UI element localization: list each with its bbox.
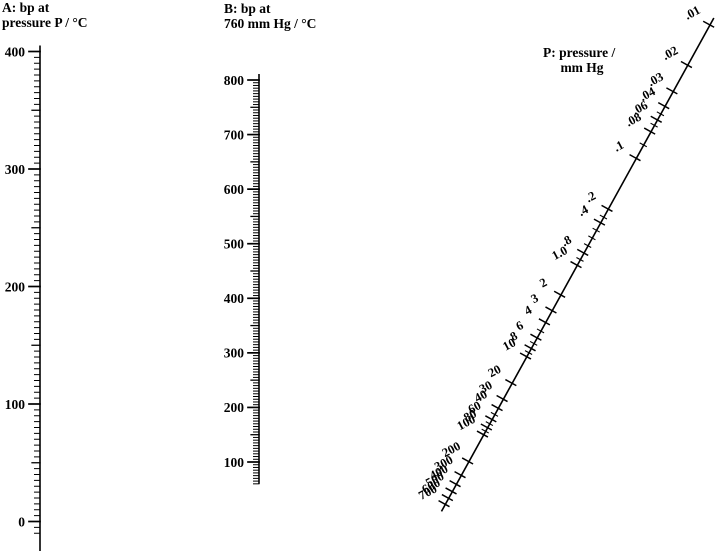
svg-text:200: 200 [224,400,245,415]
svg-text:200: 200 [5,279,26,294]
svg-text:mm Hg: mm Hg [560,60,603,75]
svg-text:P: pressure /: P: pressure / [543,45,615,60]
svg-text:500: 500 [224,237,245,252]
svg-text:400: 400 [5,44,26,59]
svg-text:pressure P / °C: pressure P / °C [2,15,88,30]
svg-text:B: bp at: B: bp at [224,1,271,16]
svg-text:800: 800 [224,73,245,88]
svg-text:300: 300 [5,162,26,177]
svg-text:0: 0 [18,514,25,529]
svg-text:400: 400 [224,291,245,306]
svg-text:100: 100 [224,455,245,470]
svg-text:300: 300 [224,346,245,361]
svg-text:600: 600 [224,182,245,197]
svg-text:A: bp at: A: bp at [2,0,50,15]
svg-text:100: 100 [5,397,26,412]
svg-text:760 mm Hg / °C: 760 mm Hg / °C [224,16,316,31]
svg-text:700: 700 [224,127,245,142]
